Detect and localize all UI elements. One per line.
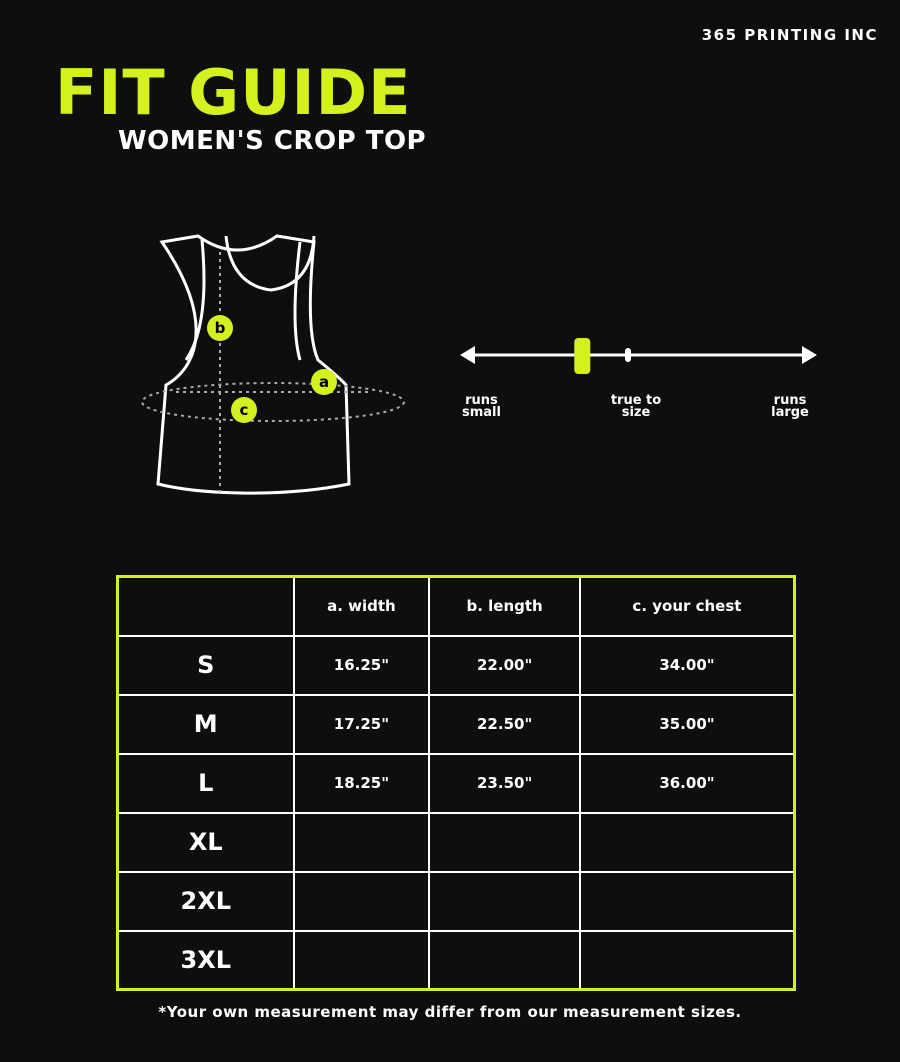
measurement-cell: 23.50": [428, 752, 581, 814]
table-row: M 17.25" 22.50" 35.00": [117, 693, 795, 755]
measurement-cell: 34.00": [578, 634, 795, 696]
true-to-size-tick: [625, 348, 631, 362]
table-row: XL: [117, 811, 795, 873]
marker-b: b: [215, 319, 226, 337]
measurement-cell: [428, 870, 581, 932]
brand-name: 365 PRINTING INC: [701, 26, 878, 44]
measurement-cell: 22.50": [428, 693, 581, 755]
measurement-cell: [292, 870, 431, 932]
measurement-cell: [428, 929, 581, 990]
measurement-cell: 22.00": [428, 634, 581, 696]
arrow-right-icon: [802, 346, 817, 364]
measurement-note: *Your own measurement may differ from ou…: [158, 1003, 742, 1021]
size-table: a. width b. length c. your chest S 16.25" 22.…: [116, 575, 796, 991]
measurement-cell: 36.00": [578, 752, 795, 814]
measurement-cell: 17.25": [292, 693, 431, 755]
measurement-cell: [292, 929, 431, 990]
fit-scale: [460, 338, 817, 374]
size-label: 2XL: [117, 870, 295, 932]
measurement-cell: [578, 870, 795, 932]
size-label: M: [117, 693, 295, 755]
measurement-cell: 16.25": [292, 634, 431, 696]
runs-large-label: runs large: [771, 393, 809, 420]
table-row: 3XL: [117, 929, 795, 990]
column-header: c. your chest: [578, 576, 795, 637]
runs-small-label: runs small: [462, 393, 501, 420]
column-header: [117, 576, 295, 637]
size-label: S: [117, 634, 295, 696]
measurement-cell: [428, 811, 581, 873]
true-to-size-label: true to size: [610, 393, 662, 420]
measurement-cell: [578, 811, 795, 873]
size-label: 3XL: [117, 929, 295, 990]
fit-marker: [574, 338, 591, 374]
page-subtitle: WOMEN'S CROP TOP: [118, 126, 427, 156]
table-row: 2XL: [117, 870, 795, 932]
crop-top-diagram: b a c: [141, 234, 405, 495]
measurement-cell: 18.25": [292, 752, 431, 814]
arrow-left-icon: [460, 346, 475, 364]
column-header: a. width: [292, 576, 431, 637]
table-header-row: a. width b. length c. your chest: [117, 576, 795, 637]
measurement-cell: [578, 929, 795, 990]
size-label: XL: [117, 811, 295, 873]
marker-a: a: [319, 373, 329, 391]
size-label: L: [117, 752, 295, 814]
table-row: L 18.25" 23.50" 36.00": [117, 752, 795, 814]
measurement-cell: 35.00": [578, 693, 795, 755]
column-header: b. length: [428, 576, 581, 637]
table-row: S 16.25" 22.00" 34.00": [117, 634, 795, 696]
measurement-cell: [292, 811, 431, 873]
page-title: FIT GUIDE: [55, 56, 412, 129]
marker-c: c: [240, 401, 249, 419]
